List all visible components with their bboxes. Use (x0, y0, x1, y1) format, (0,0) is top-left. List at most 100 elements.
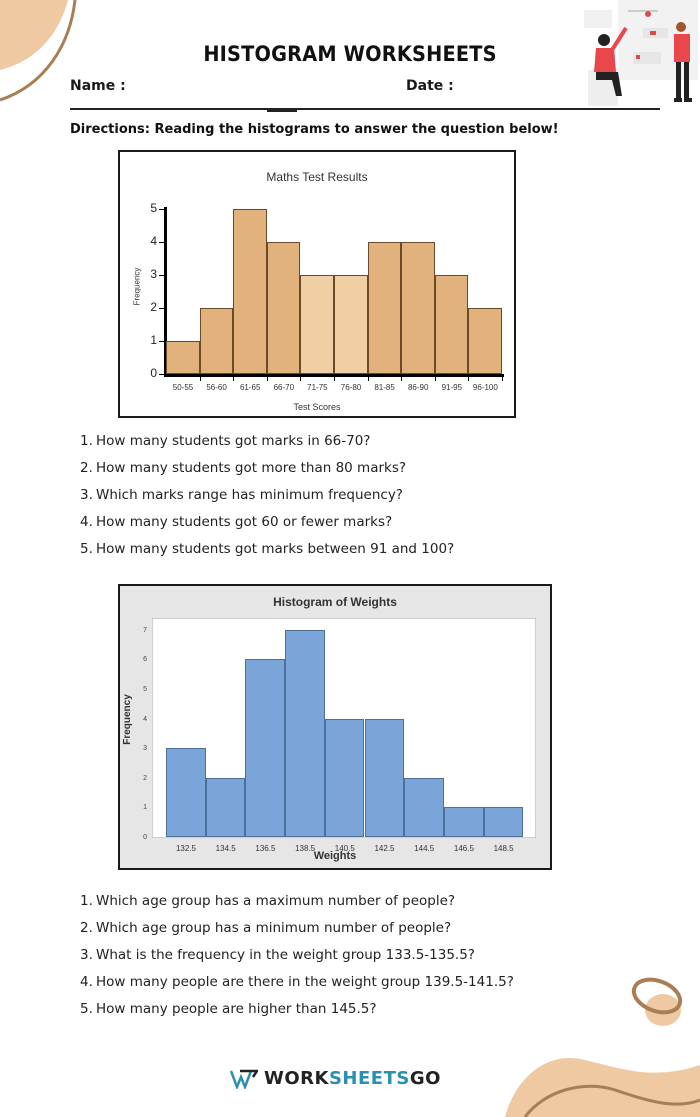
decorative-ring (631, 977, 683, 1026)
histogram-bar (483, 807, 524, 837)
x-tick-label: 136.5 (255, 844, 276, 853)
brand-part-sheets: SHEETS (328, 1068, 410, 1089)
brand-part-go: GO (409, 1068, 441, 1089)
question-item: 4. How many students got 60 or fewer mark… (80, 509, 454, 536)
histogram-bar (468, 308, 502, 374)
y-tick-mark (159, 341, 164, 342)
y-tick-mark (159, 242, 164, 243)
histogram-bar (334, 275, 368, 374)
x-tick-label: 96-100 (472, 383, 498, 392)
people-illustration (584, 0, 698, 106)
question-text: How many people are there in the weight … (96, 974, 514, 990)
brand-part-work: WORK (264, 1068, 329, 1089)
question-item: 1. Which age group has a maximum number o… (80, 888, 514, 915)
y-tick-mark (159, 374, 164, 375)
histogram-bar (266, 242, 301, 374)
x-tick-label: 91-95 (441, 383, 463, 392)
x-tick-label: 134.5 (215, 844, 236, 853)
question-number: 4. (80, 514, 93, 530)
question-text: Which age group has a minimum number of … (96, 920, 452, 936)
weights-histogram: Histogram of Weights Frequency 0 1 2 3 4 5 6 7 1… (118, 584, 552, 870)
x-tick-mark (300, 375, 302, 381)
question-number: 5. (80, 1001, 93, 1017)
question-item: 4. How many people are there in the weigh… (80, 969, 514, 996)
worksheetsgo-logo: WORKSHEETSGO (230, 1068, 441, 1089)
histogram-bar (199, 308, 234, 374)
histogram-bar (285, 629, 325, 837)
histogram-bar (404, 777, 444, 837)
x-tick-label: 86-90 (407, 383, 429, 392)
question-number: 5. (80, 541, 93, 557)
question-text: How many students got marks between 91 a… (96, 541, 455, 557)
question-item: 3. Which marks range has minimum frequenc… (80, 482, 454, 509)
plot-area: 0 1 2 3 4 5 6 7 132.5 134.5 136.5 138.5 140.5 142.5 14… (143, 618, 536, 853)
question-number: 1. (80, 893, 93, 909)
histogram-bar (364, 718, 405, 837)
x-tick-label: 132.5 (175, 844, 197, 853)
question-item: 5. How many students got marks between 91… (80, 536, 454, 563)
w-logo-icon (230, 1069, 258, 1089)
question-text: How many students got 60 or fewer marks? (96, 514, 393, 530)
maths-test-histogram: Maths Test Results Frequency 0 1 2 3 4 5 50-55… (118, 150, 516, 418)
x-tick-label: 56-60 (206, 383, 227, 392)
y-axis (164, 207, 167, 377)
question-number: 3. (80, 947, 93, 963)
question-item: 2. How many students got more than 80 mar… (80, 455, 454, 482)
y-axis-label: Frequency (121, 694, 133, 745)
y-tick-label: 5 (143, 686, 147, 693)
histogram-bar (245, 659, 286, 837)
histogram-bar (233, 209, 267, 374)
x-tick-mark (334, 375, 335, 381)
y-tick-label: 0 (143, 834, 147, 841)
y-tick-label: 7 (143, 626, 147, 634)
date-label: Date : (406, 78, 454, 94)
x-tick-label: 61-65 (239, 383, 261, 392)
x-tick-label: 66-70 (273, 383, 295, 392)
x-axis-label: Weights (313, 850, 357, 862)
histogram-bar (166, 748, 206, 837)
y-tick-label: 2 (150, 300, 157, 314)
plot-area: 0 1 2 3 4 5 50-55 56-60 61-65 66-70 71-75 76-80 81-8… (150, 201, 504, 392)
x-tick-label: 81-85 (374, 383, 395, 392)
x-tick-mark (233, 375, 235, 381)
histogram-bar (443, 807, 484, 837)
question-number: 3. (80, 487, 93, 503)
y-tick-mark (159, 209, 164, 210)
question-item: 2. Which age group has a minimum number o… (80, 915, 514, 942)
question-number: 2. (80, 920, 93, 936)
x-tick-label: 138.5 (295, 844, 316, 853)
page-title: HISTOGRAM WORKSHEETS (203, 42, 497, 66)
y-tick-label: 0 (150, 366, 157, 380)
histogram-bar (205, 777, 246, 837)
y-tick-label: 3 (143, 745, 147, 753)
question-number: 1. (80, 433, 93, 449)
x-tick-mark (199, 375, 201, 381)
header-divider (70, 108, 660, 110)
question-number: 2. (80, 460, 93, 476)
y-tick-label: 3 (150, 267, 157, 281)
chart-title: Maths Test Results (266, 170, 368, 184)
x-tick-label: 146.5 (453, 844, 474, 853)
decorative-blob-top-left (0, 0, 77, 102)
x-tick-mark (266, 375, 268, 381)
y-tick-label: 1 (150, 333, 157, 347)
histogram-bar (324, 718, 365, 837)
decorative-wave-bottom-right (505, 1058, 700, 1117)
y-tick-label: 4 (150, 234, 157, 248)
question-text: What is the frequency in the weight grou… (96, 947, 475, 963)
name-label: Name : (70, 78, 126, 94)
histogram-bar (300, 275, 334, 374)
x-tick-label: 71-75 (307, 383, 328, 392)
questions-set-2: 1. Which age group has a maximum number o… (80, 888, 514, 1023)
x-tick-label: 140.5 (334, 844, 355, 853)
header-divider-accent (267, 109, 297, 112)
y-tick-label: 4 (143, 715, 147, 723)
x-tick-mark (502, 375, 503, 381)
y-tick-label: 1 (143, 804, 147, 812)
question-text: How many students got more than 80 marks… (96, 460, 407, 476)
y-tick-mark (159, 308, 164, 309)
question-item: 5. How many people are higher than 145.5? (80, 996, 514, 1023)
x-tick-mark (367, 375, 369, 381)
x-tick-label: 142.5 (374, 844, 395, 853)
directions-text: Directions: Reading the histograms to an… (70, 122, 559, 137)
